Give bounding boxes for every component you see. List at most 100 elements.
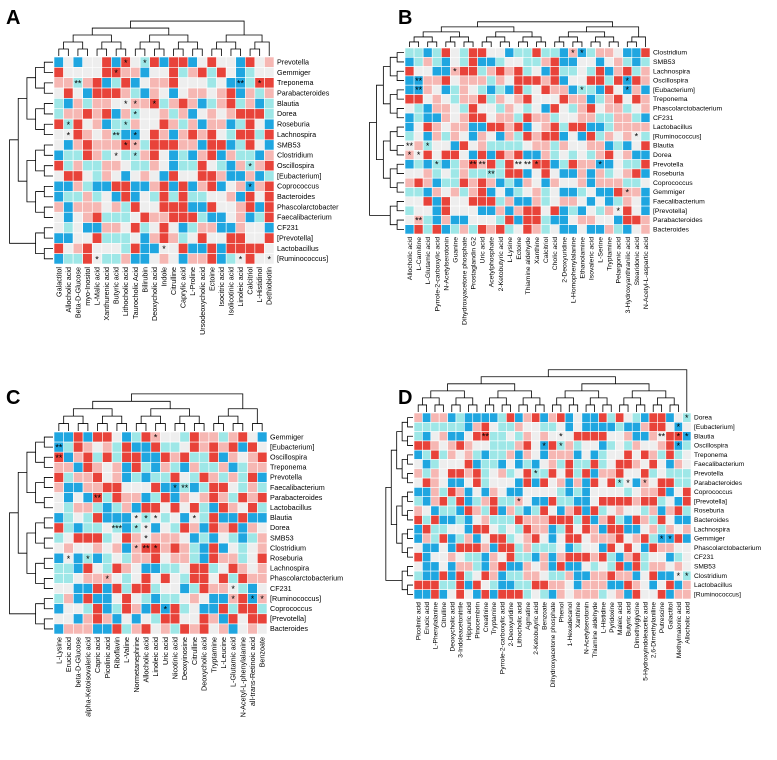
heatmap-cell (640, 168, 651, 179)
heatmap-cell (197, 118, 208, 130)
heatmap-cell (189, 522, 200, 534)
heatmap-cell (73, 472, 84, 483)
heatmap-cell (522, 168, 533, 179)
heatmap-cell (615, 449, 625, 460)
heatmap-cell (568, 131, 578, 142)
heatmap-cell (189, 532, 200, 544)
heatmap-cell (139, 67, 150, 78)
column-label-riboflavin: Riboflavin (112, 637, 121, 669)
heatmap-cell (139, 129, 150, 141)
heatmap-cell (539, 412, 549, 423)
heatmap-cell (522, 205, 533, 216)
heatmap-cell (549, 168, 560, 179)
heatmap-cell (73, 603, 84, 615)
panel-d-row-dendrogram-branch (396, 505, 403, 544)
heatmap-cell (606, 431, 616, 442)
panel-c-row-dendrogram-branch (9, 512, 36, 615)
column-label-taurocholic-acid: Taurocholic Acid (131, 267, 140, 319)
heatmap-cell (640, 552, 650, 563)
heatmap-cell (63, 191, 74, 203)
significance-mark: * (267, 254, 271, 264)
heatmap-cell (264, 211, 275, 223)
heatmap-cell (216, 253, 227, 265)
column-label-caprylic-acid: Caprylic acid (179, 267, 188, 308)
panel-a-row-dendrogram-branch (43, 248, 53, 260)
heatmap-cell (513, 196, 524, 207)
heatmap-cell (547, 514, 557, 525)
heatmap-cell (140, 451, 152, 463)
heatmap-cell (438, 580, 448, 591)
heatmap-cell (131, 583, 142, 594)
heatmap-cell (120, 243, 131, 254)
heatmap-cell (472, 487, 482, 497)
heatmap-cell (459, 205, 469, 216)
heatmap-cell (558, 66, 569, 77)
significance-mark: * (542, 441, 546, 451)
heatmap-cell (53, 583, 64, 594)
heatmap-cell (577, 122, 587, 133)
heatmap-cell (254, 56, 265, 68)
heatmap-cell (130, 201, 141, 213)
heatmap-cell (413, 589, 423, 600)
heatmap-cell (464, 589, 474, 600)
panel-a-column-dendrogram-branch (173, 48, 184, 56)
heatmap-cell (497, 431, 507, 442)
heatmap-cell (130, 56, 141, 68)
heatmap-cell (472, 412, 482, 423)
heatmap-cell (589, 580, 599, 591)
heatmap-cell (477, 94, 487, 105)
heatmap-cell (549, 131, 560, 142)
heatmap-cell (568, 84, 578, 95)
heatmap-cell (556, 477, 566, 488)
heatmap-cell (63, 482, 74, 493)
heatmap-cell (586, 66, 596, 77)
heatmap-cell (216, 87, 227, 99)
heatmap-cell (657, 468, 667, 479)
heatmap-cell (604, 112, 615, 123)
heatmap-cell (189, 542, 200, 554)
heatmap-cell (640, 412, 650, 423)
heatmap-cell (665, 440, 675, 451)
heatmap-cell (225, 87, 237, 99)
heatmap-cell (208, 613, 219, 625)
heatmap-cell (447, 412, 457, 423)
heatmap-cell (197, 129, 208, 141)
heatmap-cell (589, 561, 599, 572)
heatmap-cell (468, 168, 478, 179)
heatmap-cell (189, 472, 200, 483)
heatmap-cell (235, 139, 246, 151)
heatmap-cell (131, 552, 142, 564)
heatmap-cell (556, 412, 566, 423)
heatmap-cell (189, 552, 200, 564)
heatmap-cell (131, 472, 142, 483)
heatmap-cell (82, 77, 93, 89)
heatmap-cell (160, 583, 171, 594)
panel-a-column-dendrogram (58, 20, 270, 56)
heatmap-cell (631, 84, 642, 95)
heatmap-cell (187, 201, 198, 213)
heatmap-cell (477, 47, 487, 58)
heatmap-cell (568, 150, 578, 160)
heatmap-cell (431, 150, 442, 160)
heatmap-cell (120, 170, 131, 182)
heatmap-cell (556, 459, 566, 470)
heatmap-cell (169, 451, 181, 463)
heatmap-cell (522, 440, 532, 451)
heatmap-cell (489, 421, 499, 432)
heatmap-cell (264, 201, 275, 213)
row-label-ruminococcus: [Ruminococcus] (277, 254, 328, 263)
heatmap-cell (514, 561, 524, 572)
heatmap-cell (504, 196, 515, 207)
heatmap-cell (558, 131, 569, 142)
significance-mark: * (154, 544, 158, 554)
panel-c-row-dendrogram-branch (17, 472, 27, 554)
heatmap-cell (264, 118, 275, 130)
heatmap-cell (227, 542, 239, 554)
heatmap-cell (169, 593, 181, 604)
heatmap-cell (547, 449, 557, 460)
heatmap-cell (430, 421, 440, 432)
heatmap-cell (216, 56, 227, 68)
heatmap-cell (586, 224, 596, 235)
heatmap-cell (150, 441, 161, 453)
heatmap-cell (455, 468, 465, 479)
